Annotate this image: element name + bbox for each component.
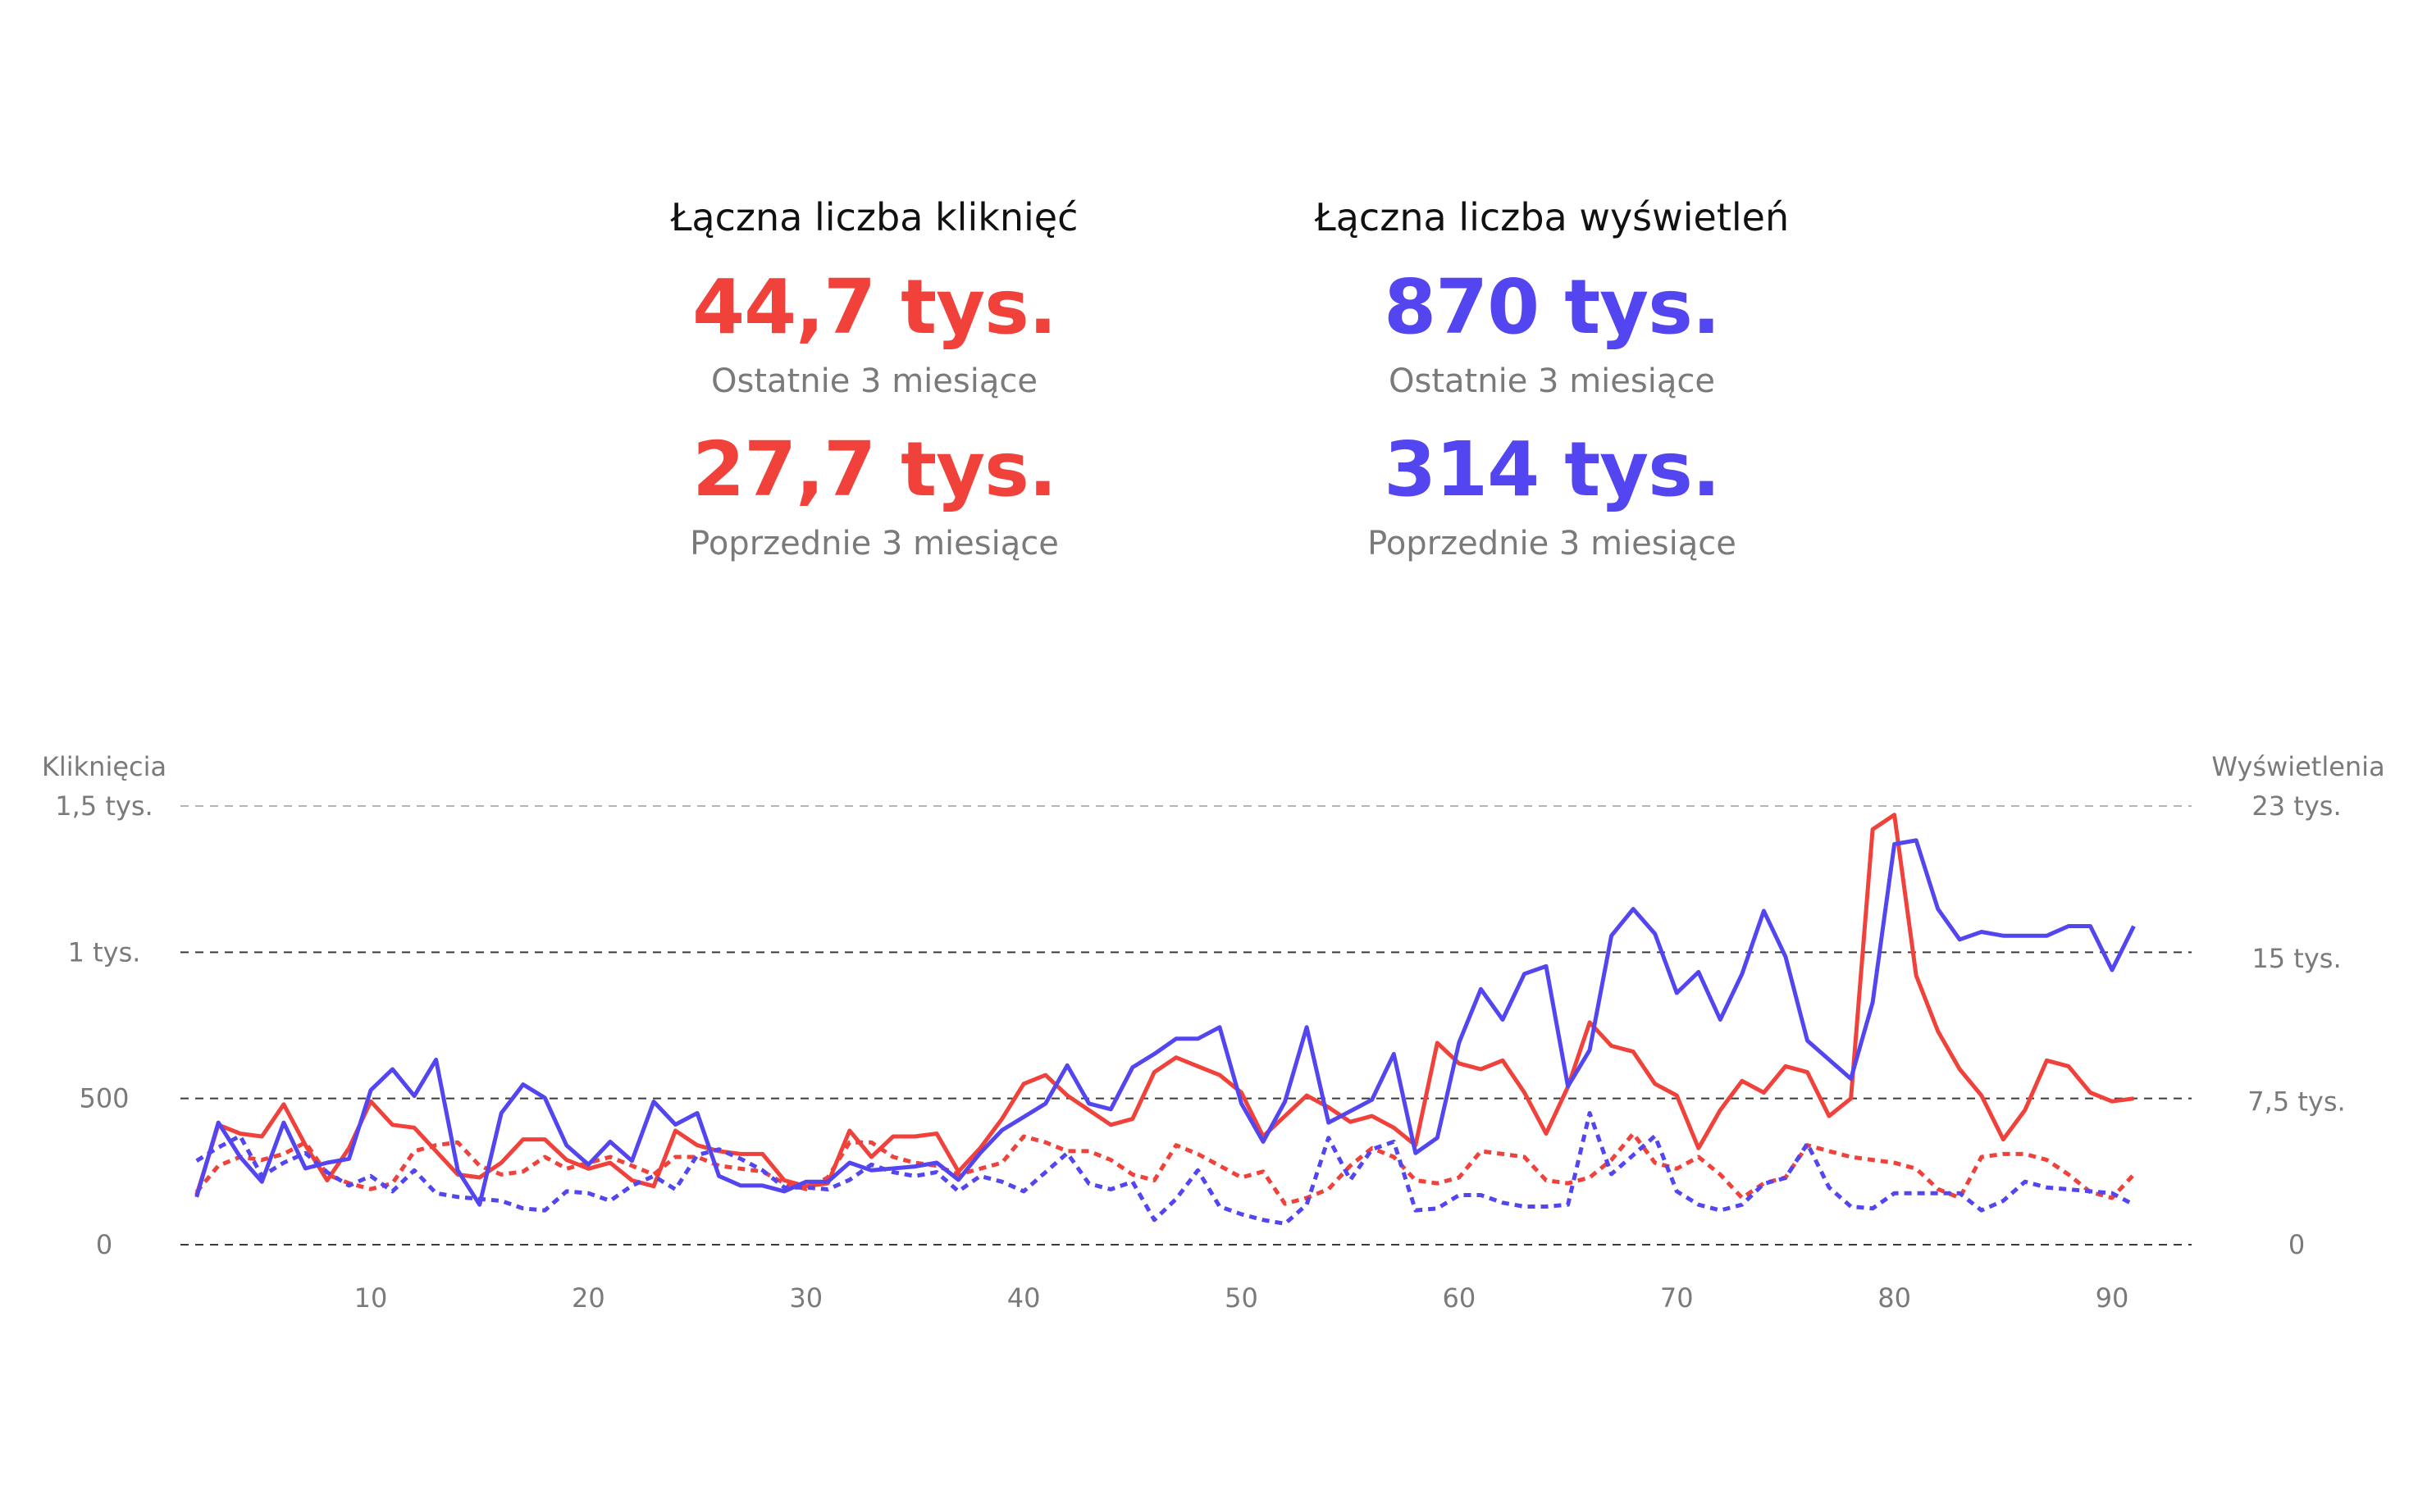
impressions-current-label: Ostatnie 3 miesiące [1389,362,1715,400]
clicks-title: Łączna liczba kliknięć [670,195,1079,239]
impressions-current-value: 870 tys. [1384,263,1721,351]
x-tick-label: 30 [789,1282,823,1314]
left-axis-title: Kliknięcia [42,751,167,782]
left-tick-label: 1 tys. [68,936,141,968]
impressions-title: Łączna liczba wyświetleń [1314,195,1790,239]
x-tick-label: 90 [2096,1282,2129,1314]
clicks-summary: Łączna liczba kliknięć 44,7 tys. Ostatni… [587,193,1161,563]
left-tick-label: 500 [79,1083,129,1114]
grid-lines [180,805,2192,1246]
right-tick-label: 23 tys. [2251,790,2341,822]
clicks-previous-label: Poprzednie 3 miesiące [690,525,1059,562]
impressions-previous-line [195,1111,2135,1226]
clicks-current-value: 44,7 tys. [692,263,1057,351]
clicks-previous-value: 27,7 tys. [692,426,1057,513]
x-tick-label: 40 [1007,1282,1041,1314]
left-axis-ticks: 0 500 1 tys. 1,5 tys. [55,790,153,1260]
x-axis-ticks: 10 20 30 40 50 60 70 80 90 [354,1282,2129,1314]
impressions-current-line [194,838,2136,1207]
right-tick-label: 15 tys. [2251,943,2341,974]
clicks-current-line [194,813,2134,1196]
right-tick-label: 0 [2288,1229,2305,1260]
left-tick-label: 0 [96,1229,112,1260]
impressions-summary: Łączna liczba wyświetleń 870 tys. Ostatn… [1265,193,1839,563]
clicks-current-label: Ostatnie 3 miesiące [711,362,1038,400]
x-tick-label: 20 [572,1282,605,1314]
x-tick-label: 50 [1225,1282,1258,1314]
right-axis-ticks: 0 7,5 tys. 15 tys. 23 tys. [2247,790,2345,1260]
series-lines [194,813,2136,1226]
x-tick-label: 70 [1660,1282,1694,1314]
right-tick-label: 7,5 tys. [2247,1086,2345,1118]
impressions-previous-label: Poprzednie 3 miesiące [1367,525,1736,562]
x-tick-label: 60 [1443,1282,1476,1314]
x-tick-label: 80 [1877,1282,1911,1314]
right-axis-title: Wyświetlenia [2211,751,2384,782]
impressions-previous-value: 314 tys. [1384,426,1721,513]
left-tick-label: 1,5 tys. [55,790,153,822]
x-tick-label: 10 [354,1282,388,1314]
